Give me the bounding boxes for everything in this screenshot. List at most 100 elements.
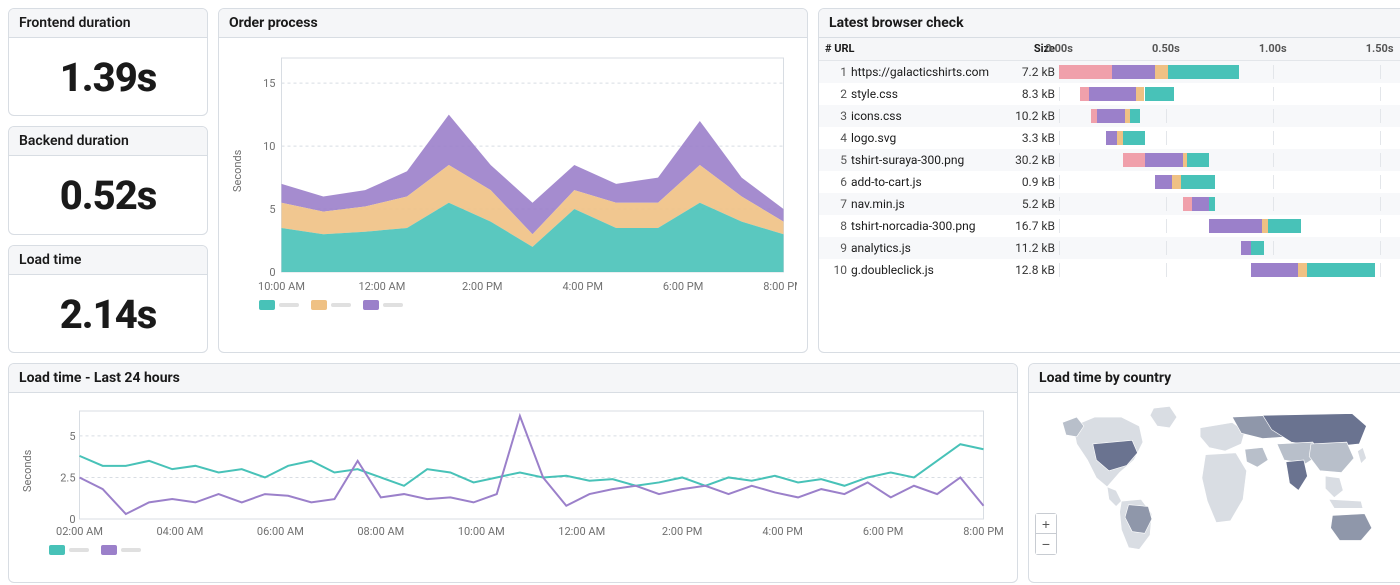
row-index: 8 bbox=[825, 219, 847, 233]
row-size: 16.7 kB bbox=[1005, 219, 1055, 233]
row-waterfall bbox=[1059, 109, 1400, 123]
row-waterfall bbox=[1059, 197, 1400, 211]
table-row[interactable]: 4 logo.svg 3.3 kB bbox=[819, 127, 1400, 149]
svg-text:10:00 AM: 10:00 AM bbox=[258, 280, 305, 293]
stat-column: Frontend duration 1.39s Backend duration… bbox=[8, 8, 208, 353]
svg-text:2.5: 2.5 bbox=[60, 471, 75, 484]
svg-text:8:00 PM: 8:00 PM bbox=[763, 280, 797, 293]
loadtime-24h-chart: 02.5502:00 AM04:00 AM06:00 AM08:00 AM10:… bbox=[36, 401, 1007, 541]
row-waterfall bbox=[1059, 87, 1400, 101]
row-index: 1 bbox=[825, 65, 847, 79]
row-size: 3.3 kB bbox=[1005, 131, 1055, 145]
row-size: 11.2 kB bbox=[1005, 241, 1055, 255]
row-waterfall bbox=[1059, 153, 1400, 167]
row-index: 2 bbox=[825, 87, 847, 101]
loadtime-24h-ylabel: Seconds bbox=[19, 401, 36, 541]
loadtime-24h-panel: Load time - Last 24 hours Seconds 02.550… bbox=[8, 363, 1018, 583]
browser-check-header-row: # URL Size 0.00s0.50s1.00s1.50s bbox=[819, 38, 1400, 61]
svg-text:4:00 PM: 4:00 PM bbox=[762, 525, 802, 538]
table-row[interactable]: 1 https://galacticshirts.com 7.2 kB bbox=[819, 61, 1400, 83]
map-zoom-in-button[interactable]: + bbox=[1036, 514, 1056, 534]
stat-frontend: Frontend duration 1.39s bbox=[8, 8, 208, 116]
legend-purple[interactable] bbox=[101, 545, 141, 555]
row-url: add-to-cart.js bbox=[851, 175, 1001, 189]
loadtime-24h-title: Load time - Last 24 hours bbox=[9, 364, 1017, 393]
row-index: 3 bbox=[825, 109, 847, 123]
order-process-chart: 05101510:00 AM12:00 AM2:00 PM4:00 PM6:00… bbox=[246, 46, 797, 296]
map-zoom-controls: + − bbox=[1035, 513, 1057, 555]
legend-teal[interactable] bbox=[259, 300, 299, 310]
legend-orange[interactable] bbox=[311, 300, 351, 310]
row-url: tshirt-suraya-300.png bbox=[851, 153, 1001, 167]
order-process-ylabel: Seconds bbox=[229, 46, 246, 296]
table-row[interactable]: 5 tshirt-suraya-300.png 30.2 kB bbox=[819, 149, 1400, 171]
row-url: logo.svg bbox=[851, 131, 1001, 145]
svg-text:06:00 AM: 06:00 AM bbox=[257, 525, 304, 538]
row-size: 7.2 kB bbox=[1005, 65, 1055, 79]
row-index: 7 bbox=[825, 197, 847, 211]
row-waterfall bbox=[1059, 241, 1400, 255]
table-row[interactable]: 7 nav.min.js 5.2 kB bbox=[819, 193, 1400, 215]
svg-text:08:00 AM: 08:00 AM bbox=[357, 525, 404, 538]
table-row[interactable]: 6 add-to-cart.js 0.9 kB bbox=[819, 171, 1400, 193]
row-url: style.css bbox=[851, 87, 1001, 101]
row-waterfall bbox=[1059, 65, 1400, 79]
row-index: 6 bbox=[825, 175, 847, 189]
row-waterfall bbox=[1059, 219, 1400, 233]
row-size: 12.8 kB bbox=[1005, 263, 1055, 277]
svg-text:2:00 PM: 2:00 PM bbox=[662, 525, 702, 538]
svg-text:15: 15 bbox=[263, 77, 275, 90]
row-url: analytics.js bbox=[851, 241, 1001, 255]
row-size: 8.3 kB bbox=[1005, 87, 1055, 101]
table-row[interactable]: 8 tshirt-norcadia-300.png 16.7 kB bbox=[819, 215, 1400, 237]
svg-text:6:00 PM: 6:00 PM bbox=[663, 280, 703, 293]
row-waterfall bbox=[1059, 131, 1400, 145]
svg-text:2:00 PM: 2:00 PM bbox=[462, 280, 502, 293]
legend-teal[interactable] bbox=[49, 545, 89, 555]
table-row[interactable]: 2 style.css 8.3 kB bbox=[819, 83, 1400, 105]
svg-text:02:00 AM: 02:00 AM bbox=[56, 525, 103, 538]
svg-text:5: 5 bbox=[69, 430, 75, 443]
row-waterfall bbox=[1059, 175, 1400, 189]
table-row[interactable]: 3 icons.css 10.2 kB bbox=[819, 105, 1400, 127]
loadtime-24h-legend bbox=[19, 541, 1007, 555]
stat-backend: Backend duration 0.52s bbox=[8, 126, 208, 234]
stat-loadtime-value: 2.14s bbox=[9, 275, 207, 353]
row-url: https://galacticshirts.com bbox=[851, 65, 1001, 79]
world-map[interactable] bbox=[1039, 401, 1397, 553]
stat-frontend-title: Frontend duration bbox=[9, 9, 207, 38]
table-row[interactable]: 10 g.doubleclick.js 12.8 kB bbox=[819, 259, 1400, 281]
loadtime-country-title: Load time by country bbox=[1029, 364, 1400, 393]
svg-text:12:00 AM: 12:00 AM bbox=[358, 280, 405, 293]
row-size: 0.9 kB bbox=[1005, 175, 1055, 189]
stat-loadtime: Load time 2.14s bbox=[8, 245, 208, 353]
row-index: 10 bbox=[825, 263, 847, 277]
table-row[interactable]: 9 analytics.js 11.2 kB bbox=[819, 237, 1400, 259]
svg-text:0: 0 bbox=[269, 266, 275, 279]
svg-text:4:00 PM: 4:00 PM bbox=[562, 280, 602, 293]
order-process-title: Order process bbox=[219, 9, 807, 38]
browser-check-body: # URL Size 0.00s0.50s1.00s1.50s 1 https:… bbox=[819, 38, 1400, 281]
stat-frontend-value: 1.39s bbox=[9, 38, 207, 116]
legend-purple[interactable] bbox=[363, 300, 403, 310]
order-process-legend bbox=[229, 296, 797, 310]
row-url: nav.min.js bbox=[851, 197, 1001, 211]
svg-text:04:00 AM: 04:00 AM bbox=[156, 525, 203, 538]
row-index: 4 bbox=[825, 131, 847, 145]
stat-backend-title: Backend duration bbox=[9, 127, 207, 156]
row-size: 10.2 kB bbox=[1005, 109, 1055, 123]
browser-check-panel: Latest browser check # URL Size 0.00s0.5… bbox=[818, 8, 1400, 353]
row-index: 5 bbox=[825, 153, 847, 167]
browser-check-title: Latest browser check bbox=[819, 9, 1400, 38]
svg-text:12:00 AM: 12:00 AM bbox=[558, 525, 605, 538]
stat-backend-value: 0.52s bbox=[9, 156, 207, 234]
row-waterfall bbox=[1059, 263, 1400, 277]
row-url: icons.css bbox=[851, 109, 1001, 123]
row-size: 30.2 kB bbox=[1005, 153, 1055, 167]
map-zoom-out-button[interactable]: − bbox=[1036, 534, 1056, 554]
svg-text:8:00 PM: 8:00 PM bbox=[963, 525, 1003, 538]
row-url: g.doubleclick.js bbox=[851, 263, 1001, 277]
loadtime-country-panel: Load time by country + − bbox=[1028, 363, 1400, 583]
order-process-panel: Order process Seconds 05101510:00 AM12:0… bbox=[218, 8, 808, 353]
stat-loadtime-title: Load time bbox=[9, 246, 207, 275]
